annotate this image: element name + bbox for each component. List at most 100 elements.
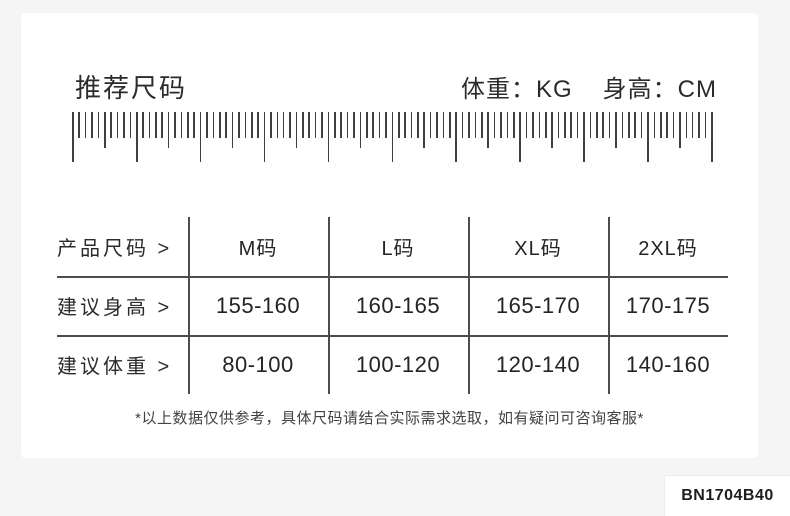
table-divider-vertical bbox=[468, 217, 470, 394]
ruler-tick bbox=[135, 112, 138, 162]
ruler-tick bbox=[576, 112, 579, 138]
ruler-tick bbox=[525, 112, 528, 138]
ruler-tick bbox=[142, 112, 144, 138]
ruler-tick bbox=[532, 112, 534, 138]
table-divider-horizontal bbox=[57, 276, 728, 278]
ruler-tick bbox=[691, 112, 694, 138]
ruler-tick bbox=[564, 112, 566, 138]
ruler-tick bbox=[78, 112, 80, 138]
ruler-tick bbox=[685, 112, 688, 138]
ruler-tick bbox=[91, 112, 93, 138]
ruler-tick bbox=[666, 112, 668, 138]
ruler-tick bbox=[199, 112, 202, 162]
ruler-tick bbox=[155, 112, 157, 138]
ruler-tick bbox=[634, 112, 636, 138]
ruler-tick bbox=[314, 112, 317, 138]
size-cell-xl: XL码 bbox=[514, 238, 562, 260]
ruler-tick bbox=[167, 112, 170, 148]
ruler-tick bbox=[474, 112, 477, 138]
ruler-tick bbox=[449, 112, 451, 138]
ruler-tick bbox=[493, 112, 496, 138]
height-unit-label: 身高：CM bbox=[602, 76, 717, 103]
ruler-tick bbox=[397, 112, 400, 138]
ruler-tick bbox=[417, 112, 419, 138]
row-label-height: 建议身高 > bbox=[57, 297, 173, 319]
ruler-tick bbox=[538, 112, 541, 138]
ruler-tick bbox=[327, 112, 330, 162]
ruler-tick bbox=[193, 112, 196, 138]
ruler-tick bbox=[263, 112, 266, 162]
size-table: 产品尺码 > M码 L码 XL码 2XL码 建议身高 > 155-160 160… bbox=[57, 217, 728, 394]
ruler-tick bbox=[295, 112, 298, 148]
product-code: BN1704B40 bbox=[681, 487, 774, 504]
ruler-tick bbox=[391, 112, 394, 162]
ruler-tick bbox=[442, 112, 445, 138]
size-cell-2xl: 2XL码 bbox=[638, 238, 698, 260]
ruler-tick bbox=[481, 112, 483, 138]
ruler-tick bbox=[250, 112, 253, 138]
ruler-tick bbox=[455, 112, 458, 162]
ruler-tick bbox=[359, 112, 362, 148]
size-cell-l: L码 bbox=[381, 238, 415, 260]
ruler-tick bbox=[506, 112, 509, 138]
header: 推荐尺码 体重：KG 身高：CM bbox=[75, 69, 717, 104]
ruler-tick bbox=[436, 112, 438, 138]
ruler-tick bbox=[174, 112, 176, 138]
ruler-tick bbox=[129, 112, 132, 138]
size-cell-m: M码 bbox=[238, 238, 278, 260]
footnote: *以上数据仅供参考，具体尺码请结合实际需求选取，如有疑问可咨询客服* bbox=[135, 410, 644, 427]
weight-cell-xl: 120-140 bbox=[495, 351, 581, 377]
ruler-graphic bbox=[72, 112, 713, 162]
ruler-tick bbox=[589, 112, 592, 138]
ruler-tick bbox=[698, 112, 700, 138]
ruler-tick bbox=[602, 112, 605, 138]
table-divider-vertical bbox=[328, 217, 330, 394]
ruler-tick bbox=[238, 112, 240, 138]
ruler-tick bbox=[615, 112, 617, 148]
ruler-tick bbox=[72, 112, 74, 162]
ruler-tick bbox=[334, 112, 336, 138]
ruler-tick bbox=[353, 112, 355, 138]
weight-unit-label: 体重：KG bbox=[460, 76, 573, 103]
ruler-tick bbox=[302, 112, 304, 138]
ruler-tick bbox=[653, 112, 656, 138]
ruler-tick bbox=[659, 112, 662, 138]
ruler-tick bbox=[270, 112, 272, 138]
ruler-tick bbox=[97, 112, 100, 138]
ruler-tick bbox=[289, 112, 291, 138]
ruler-tick bbox=[282, 112, 285, 138]
ruler-tick bbox=[679, 112, 681, 148]
weight-cell-m: 80-100 bbox=[222, 351, 294, 377]
ruler-tick bbox=[231, 112, 234, 148]
weight-cell-2xl: 140-160 bbox=[625, 351, 711, 377]
ruler-tick bbox=[410, 112, 413, 138]
ruler-tick bbox=[570, 112, 573, 138]
ruler-tick bbox=[148, 112, 151, 138]
ruler-tick bbox=[404, 112, 406, 138]
ruler-tick bbox=[640, 112, 643, 138]
ruler-tick bbox=[206, 112, 208, 138]
ruler-tick bbox=[212, 112, 215, 138]
table-divider-vertical bbox=[608, 217, 610, 394]
ruler-tick bbox=[544, 112, 547, 138]
ruler-tick bbox=[487, 112, 489, 148]
ruler-tick bbox=[621, 112, 624, 138]
ruler-tick bbox=[123, 112, 125, 138]
ruler-tick bbox=[423, 112, 426, 148]
row-label-product-size: 产品尺码 > bbox=[57, 238, 173, 260]
page-title: 推荐尺码 bbox=[75, 73, 188, 103]
ruler-tick bbox=[500, 112, 502, 138]
ruler-tick bbox=[225, 112, 227, 138]
ruler-tick bbox=[110, 112, 112, 138]
table-divider-vertical bbox=[188, 217, 190, 394]
ruler-tick bbox=[365, 112, 368, 138]
ruler-tick bbox=[468, 112, 470, 138]
ruler-tick bbox=[276, 112, 279, 138]
ruler-tick bbox=[461, 112, 464, 138]
ruler-tick bbox=[557, 112, 560, 138]
height-cell-m: 155-160 bbox=[215, 292, 301, 318]
height-cell-2xl: 170-175 bbox=[625, 292, 711, 318]
ruler-tick bbox=[180, 112, 183, 138]
ruler-tick bbox=[308, 112, 311, 138]
